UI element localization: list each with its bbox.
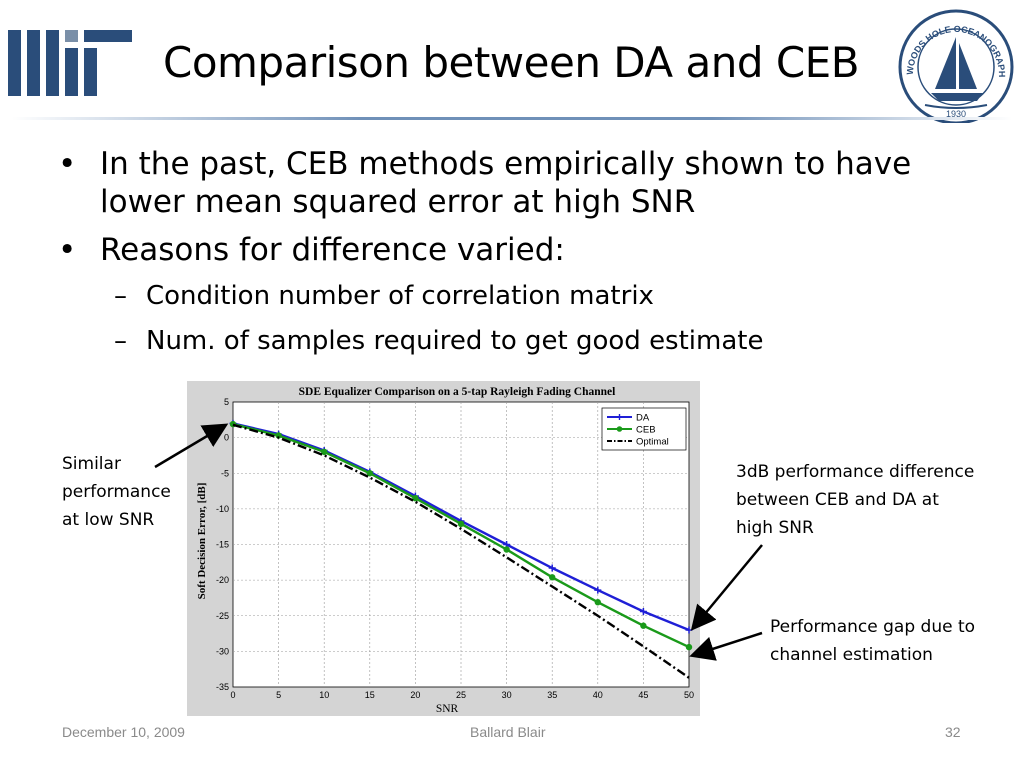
point-ceb: [275, 432, 282, 439]
footer-date: December 10, 2009: [62, 724, 185, 740]
y-tick-label: 5: [224, 397, 229, 407]
bullet-item: • Reasons for difference varied:: [58, 232, 565, 268]
x-tick-label: 50: [684, 690, 694, 700]
high-snr-annotation: 3dB performance difference between CEB a…: [736, 462, 975, 538]
y-tick-label: -30: [216, 646, 229, 656]
legend-label: CEB: [636, 425, 656, 436]
y-axis-label: Soft Decision Error, [dB]: [196, 483, 208, 600]
bullet-text: In the past, CEB methods empirically sho…: [100, 146, 912, 220]
x-tick-label: 20: [410, 690, 420, 700]
bullet-list: • In the past, CEB methods empirically sh…: [58, 145, 958, 369]
gap-arrow: [689, 631, 763, 661]
footer-author: Ballard Blair: [470, 724, 546, 740]
whoi-logo-icon: WOODS HOLE OCEANOGRAPHIC INSTITUTION 193…: [895, 5, 1014, 123]
y-tick-label: -25: [216, 611, 229, 621]
sub-bullet-item: – Num. of samples required to get good es…: [114, 326, 764, 356]
point-ceb: [549, 574, 556, 581]
high-snr-arrow: [690, 544, 763, 631]
x-axis-label: SNR: [436, 703, 459, 715]
gap-annotation: Performance gap due to channel estimatio…: [770, 617, 976, 665]
point-ceb: [503, 546, 510, 553]
y-tick-label: -15: [216, 540, 229, 550]
mit-logo-icon: [8, 30, 132, 96]
x-tick-label: 5: [276, 690, 281, 700]
sub-bullet-text: Condition number of correlation matrix: [146, 281, 654, 311]
x-tick-label: 45: [638, 690, 648, 700]
sub-bullet-text: Num. of samples required to get good est…: [146, 326, 764, 356]
low-snr-annotation: Similar performance at low SNR: [62, 454, 171, 530]
point-ceb: [321, 448, 328, 456]
legend-marker: [616, 414, 623, 420]
y-tick-label: -10: [216, 504, 229, 514]
point-ceb: [412, 494, 419, 502]
legend-label: Optimal: [636, 437, 669, 448]
sub-bullet-item: – Condition number of correlation matrix: [114, 281, 654, 311]
legend-marker: [616, 426, 623, 432]
x-tick-label: 35: [547, 690, 557, 700]
x-tick-label: 0: [230, 690, 235, 700]
point-da: [548, 564, 556, 572]
title-divider: [12, 117, 1012, 120]
y-tick-label: -20: [216, 575, 229, 585]
y-tick-label: -35: [216, 682, 229, 692]
chart-title: SDE Equalizer Comparison on a 5-tap Rayl…: [299, 386, 616, 398]
bullet-item: • In the past, CEB methods empirically sh…: [58, 146, 912, 220]
x-tick-label: 10: [319, 690, 329, 700]
point-ceb: [640, 622, 647, 629]
x-tick-label: 15: [365, 690, 375, 700]
bullet-text: Reasons for difference varied:: [100, 232, 565, 268]
y-tick-label: 0: [224, 433, 229, 443]
slide-title: Comparison between DA and CEB: [163, 38, 860, 87]
mse-comparison-chart: SDE Equalizer Comparison on a 5-tap Rayl…: [187, 381, 700, 716]
point-ceb: [457, 520, 465, 528]
point-da: [639, 607, 647, 615]
point-ceb: [594, 599, 601, 606]
x-tick-label: 40: [593, 690, 603, 700]
series-line-optimal: [232, 423, 690, 679]
x-tick-label: 25: [456, 690, 466, 700]
point-ceb: [366, 470, 373, 477]
y-tick-label: -5: [221, 468, 229, 478]
footer-page-number: 32: [945, 724, 961, 740]
whoi-logo-year: 1930: [946, 109, 966, 119]
point-ceb: [685, 643, 693, 651]
x-tick-label: 30: [502, 690, 512, 700]
legend-label: DA: [636, 413, 650, 424]
point-da: [594, 586, 602, 594]
